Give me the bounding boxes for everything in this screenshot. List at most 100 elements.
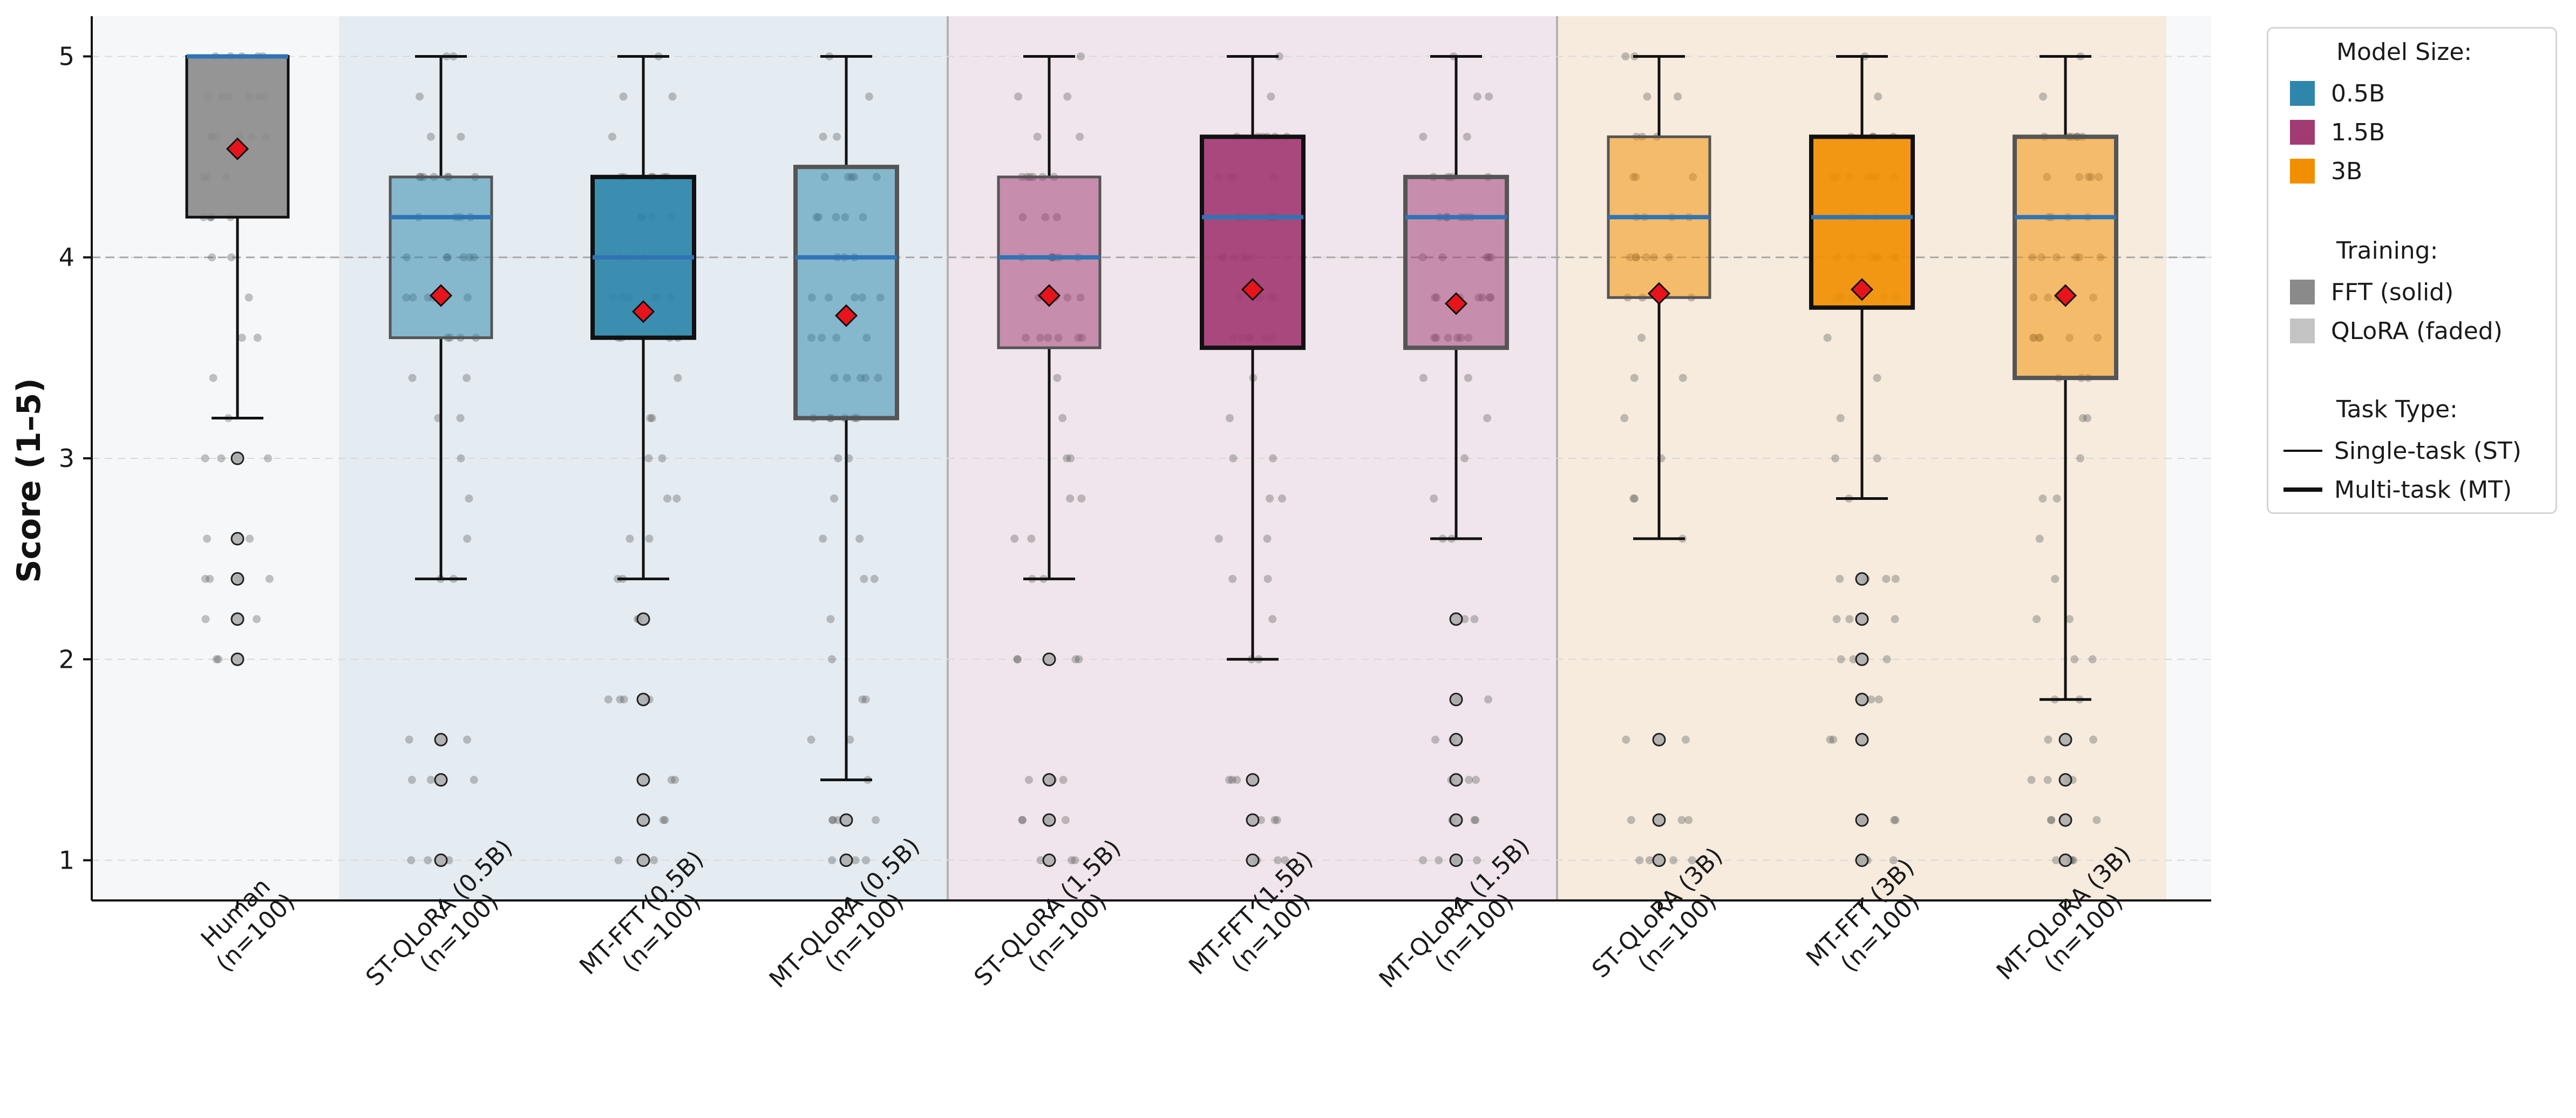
jitter-point bbox=[1061, 816, 1070, 824]
jitter-point bbox=[1229, 454, 1238, 463]
jitter-point bbox=[1068, 856, 1076, 865]
mean-marker bbox=[1037, 284, 1061, 307]
outlier-point bbox=[434, 853, 448, 868]
outlier-point bbox=[2058, 773, 2072, 787]
outlier-point bbox=[1652, 733, 1666, 747]
jitter-point bbox=[1635, 856, 1644, 865]
outlier-point bbox=[1855, 733, 1869, 747]
jitter-point bbox=[2052, 856, 2061, 865]
jitter-point bbox=[671, 776, 679, 784]
jitter-point bbox=[201, 454, 209, 463]
jitter-point bbox=[1268, 615, 1277, 624]
jitter-point bbox=[206, 574, 214, 583]
outlier-point bbox=[1449, 733, 1463, 747]
jitter-point bbox=[1473, 856, 1481, 865]
jitter-point bbox=[646, 414, 655, 423]
jitter-point bbox=[661, 816, 669, 824]
jitter-point bbox=[2092, 816, 2101, 824]
outlier-point bbox=[1449, 612, 1463, 626]
jitter-point bbox=[1058, 414, 1067, 423]
box-body bbox=[389, 175, 493, 340]
jitter-point bbox=[457, 454, 465, 463]
jitter-point bbox=[1430, 494, 1438, 503]
jitter-point bbox=[1621, 52, 1630, 60]
jitter-point bbox=[1267, 92, 1275, 101]
jitter-point bbox=[833, 132, 841, 141]
jitter-point bbox=[672, 494, 681, 503]
jitter-point bbox=[865, 92, 873, 101]
jitter-point bbox=[217, 454, 226, 463]
jitter-point bbox=[860, 574, 868, 583]
legend-label-multi-task: Multi-task (MT) bbox=[2334, 476, 2512, 504]
jitter-point bbox=[264, 454, 273, 463]
outlier-point bbox=[1449, 773, 1463, 787]
jitter-point bbox=[203, 534, 212, 543]
jitter-point bbox=[1059, 776, 1068, 784]
legend-label-1-5b: 1.5B bbox=[2331, 118, 2385, 146]
jitter-point bbox=[1063, 454, 1071, 463]
jitter-point bbox=[855, 534, 864, 543]
box-3 bbox=[793, 55, 899, 868]
jitter-point bbox=[1013, 655, 1022, 663]
legend-line-single-task bbox=[2283, 450, 2322, 452]
mean-marker bbox=[834, 304, 858, 327]
jitter-point bbox=[663, 494, 672, 503]
jitter-point bbox=[1053, 374, 1062, 382]
jitter-point bbox=[828, 856, 837, 865]
outlier-point bbox=[636, 813, 650, 827]
boxes bbox=[185, 54, 2118, 868]
outlier-point bbox=[1652, 853, 1666, 868]
jitter-point bbox=[1470, 615, 1479, 624]
mean-marker bbox=[631, 300, 655, 323]
jitter-point bbox=[1228, 776, 1236, 784]
box-7 bbox=[1607, 55, 1711, 868]
jitter-point bbox=[470, 776, 478, 784]
jitter-point bbox=[667, 776, 676, 784]
box-body bbox=[1200, 134, 1306, 350]
jitter-point bbox=[1873, 454, 1881, 463]
jitter-point bbox=[1419, 856, 1428, 865]
y-tick-label: 4 bbox=[59, 243, 74, 272]
jitter-point bbox=[2038, 494, 2047, 503]
jitter-point bbox=[1225, 414, 1234, 423]
jitter-point bbox=[1622, 735, 1630, 744]
y-ticks: 1 2 3 4 5 bbox=[59, 42, 92, 875]
jitter-point bbox=[644, 454, 653, 463]
jitter-point bbox=[1891, 816, 1900, 824]
y-tick-label: 5 bbox=[59, 42, 74, 71]
outlier-point bbox=[1652, 813, 1666, 827]
outlier-point bbox=[1042, 813, 1056, 827]
jitter-point bbox=[1470, 816, 1479, 824]
jitter-point bbox=[407, 856, 416, 865]
outlier-point bbox=[434, 773, 448, 787]
legend-swatch-qlora bbox=[2290, 319, 2315, 343]
outlier-point bbox=[230, 572, 244, 586]
jitter-point bbox=[1435, 856, 1443, 865]
legend-training-title: Training: bbox=[2336, 237, 2438, 265]
jitter-point bbox=[253, 334, 262, 342]
jitter-point bbox=[2044, 735, 2052, 744]
y-axis-title: Score (1–5) bbox=[10, 378, 48, 583]
jitter-point bbox=[830, 494, 839, 503]
jitter-point bbox=[1071, 655, 1080, 663]
jitter-point bbox=[2038, 92, 2047, 101]
jitter-point bbox=[2043, 776, 2052, 784]
jitter-point bbox=[1014, 92, 1023, 101]
box-body bbox=[1809, 134, 1915, 310]
mean-marker bbox=[1241, 278, 1265, 301]
jitter-point bbox=[456, 414, 465, 423]
mean-marker bbox=[226, 137, 249, 160]
y-tick-label: 3 bbox=[59, 444, 74, 473]
outlier-point bbox=[434, 733, 448, 747]
jitter-point bbox=[1674, 92, 1682, 101]
jitter-point bbox=[465, 494, 473, 503]
jitter-point bbox=[201, 574, 210, 583]
jitter-point bbox=[1269, 454, 1277, 463]
jitter-point bbox=[1891, 574, 1900, 583]
outlier-point bbox=[230, 532, 244, 546]
box-5 bbox=[1200, 55, 1306, 868]
jitter-point bbox=[1829, 735, 1838, 744]
jitter-point bbox=[826, 615, 835, 624]
jitter-point bbox=[608, 132, 616, 141]
